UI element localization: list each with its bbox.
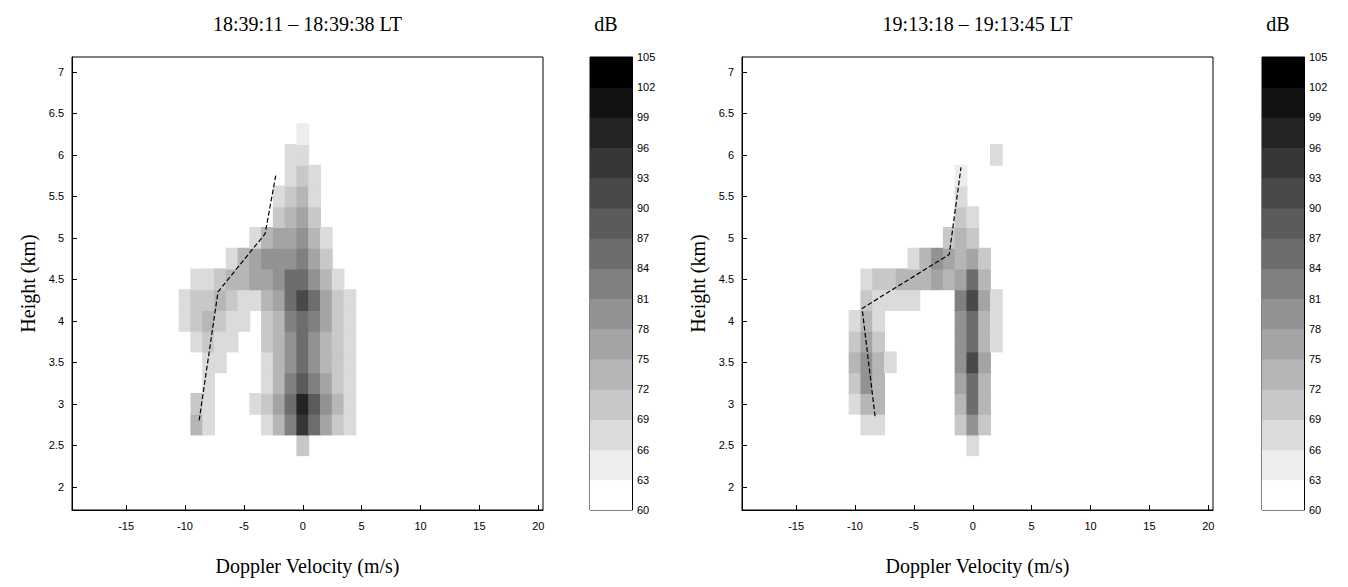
svg-text:dB: dB <box>594 13 617 35</box>
svg-text:Doppler Velocity (m/s): Doppler Velocity (m/s) <box>885 555 1069 578</box>
svg-text:72: 72 <box>637 383 649 395</box>
svg-text:69: 69 <box>1309 413 1321 425</box>
svg-text:6: 6 <box>728 149 734 161</box>
svg-text:81: 81 <box>1309 293 1321 305</box>
svg-text:Height (km): Height (km) <box>17 234 40 332</box>
svg-text:15: 15 <box>473 520 485 532</box>
svg-text:4: 4 <box>728 315 734 327</box>
svg-text:2: 2 <box>728 481 734 493</box>
svg-text:5: 5 <box>58 232 64 244</box>
svg-text:4.5: 4.5 <box>49 273 64 285</box>
svg-text:78: 78 <box>1309 323 1321 335</box>
svg-text:-5: -5 <box>239 520 249 532</box>
svg-text:2: 2 <box>58 481 64 493</box>
svg-text:5: 5 <box>728 232 734 244</box>
svg-text:66: 66 <box>637 444 649 456</box>
svg-text:3.5: 3.5 <box>719 356 734 368</box>
svg-text:-15: -15 <box>788 520 804 532</box>
svg-text:96: 96 <box>1309 142 1321 154</box>
svg-text:-10: -10 <box>847 520 863 532</box>
svg-text:2.5: 2.5 <box>719 439 734 451</box>
svg-text:5: 5 <box>1029 520 1035 532</box>
svg-text:102: 102 <box>637 81 655 93</box>
svg-text:7: 7 <box>728 66 734 78</box>
svg-text:5.5: 5.5 <box>49 190 64 202</box>
svg-text:3: 3 <box>728 398 734 410</box>
svg-text:102: 102 <box>1309 81 1327 93</box>
svg-text:84: 84 <box>637 262 649 274</box>
svg-text:69: 69 <box>637 413 649 425</box>
svg-text:20: 20 <box>1202 520 1214 532</box>
svg-text:72: 72 <box>1309 383 1321 395</box>
svg-text:60: 60 <box>637 504 649 516</box>
svg-text:6.5: 6.5 <box>49 107 64 119</box>
svg-text:-5: -5 <box>909 520 919 532</box>
svg-text:66: 66 <box>1309 444 1321 456</box>
svg-text:78: 78 <box>637 323 649 335</box>
svg-text:99: 99 <box>1309 111 1321 123</box>
svg-text:Doppler Velocity (m/s): Doppler Velocity (m/s) <box>215 555 399 578</box>
svg-text:0: 0 <box>300 520 306 532</box>
svg-text:87: 87 <box>1309 232 1321 244</box>
svg-text:5: 5 <box>359 520 365 532</box>
svg-text:105: 105 <box>1309 51 1327 63</box>
svg-text:15: 15 <box>1143 520 1155 532</box>
svg-text:18:39:11 – 18:39:38 LT: 18:39:11 – 18:39:38 LT <box>213 13 402 35</box>
svg-text:63: 63 <box>1309 474 1321 486</box>
svg-text:10: 10 <box>1084 520 1096 532</box>
svg-text:99: 99 <box>637 111 649 123</box>
svg-text:3.5: 3.5 <box>49 356 64 368</box>
svg-text:84: 84 <box>1309 262 1321 274</box>
svg-text:96: 96 <box>637 142 649 154</box>
svg-text:4.5: 4.5 <box>719 273 734 285</box>
svg-text:90: 90 <box>637 202 649 214</box>
svg-text:87: 87 <box>637 232 649 244</box>
svg-text:4: 4 <box>58 315 64 327</box>
svg-text:105: 105 <box>637 51 655 63</box>
svg-text:75: 75 <box>637 353 649 365</box>
svg-text:dB: dB <box>1266 13 1289 35</box>
svg-text:2.5: 2.5 <box>49 439 64 451</box>
svg-text:60: 60 <box>1309 504 1321 516</box>
svg-text:90: 90 <box>1309 202 1321 214</box>
svg-text:93: 93 <box>1309 172 1321 184</box>
svg-text:19:13:18 – 19:13:45 LT: 19:13:18 – 19:13:45 LT <box>883 13 1073 35</box>
svg-text:6.5: 6.5 <box>719 107 734 119</box>
svg-text:10: 10 <box>414 520 426 532</box>
svg-text:6: 6 <box>58 149 64 161</box>
svg-text:7: 7 <box>58 66 64 78</box>
svg-text:20: 20 <box>532 520 544 532</box>
svg-text:0: 0 <box>970 520 976 532</box>
svg-text:Height (km): Height (km) <box>687 234 710 332</box>
svg-text:3: 3 <box>58 398 64 410</box>
svg-text:63: 63 <box>637 474 649 486</box>
svg-text:81: 81 <box>637 293 649 305</box>
svg-text:93: 93 <box>637 172 649 184</box>
svg-text:-15: -15 <box>118 520 134 532</box>
svg-text:75: 75 <box>1309 353 1321 365</box>
svg-text:-10: -10 <box>177 520 193 532</box>
svg-text:5.5: 5.5 <box>719 190 734 202</box>
